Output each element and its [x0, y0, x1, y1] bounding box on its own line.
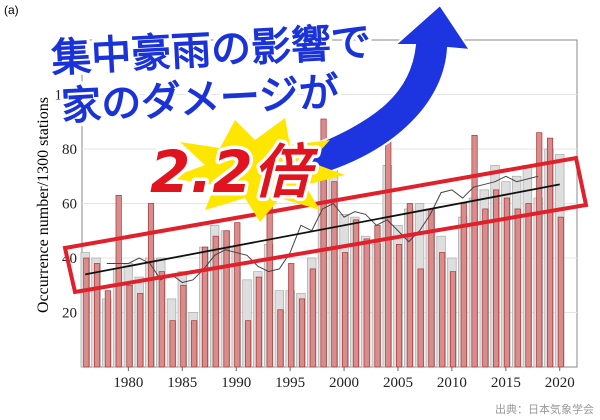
- bar: [417, 268, 424, 368]
- bar: [536, 132, 543, 368]
- bar: [266, 197, 273, 368]
- bar: [482, 208, 489, 368]
- bar: [320, 118, 327, 368]
- panel-label: (a): [4, 3, 19, 17]
- bar: [396, 244, 403, 368]
- bar: [439, 252, 446, 368]
- bar: [245, 320, 252, 368]
- x-tick-label: 2005: [383, 375, 413, 391]
- bar: [331, 181, 338, 368]
- bar: [363, 238, 370, 368]
- bar: [471, 135, 478, 368]
- x-tick-label: 1990: [221, 375, 251, 391]
- bar: [212, 235, 219, 368]
- bar: [514, 208, 521, 368]
- y-tick-label: 60: [62, 197, 77, 213]
- bar: [406, 203, 413, 368]
- starburst: [170, 118, 345, 222]
- bar: [180, 284, 187, 368]
- bar: [546, 137, 554, 368]
- bar: [525, 203, 532, 368]
- bar: [557, 216, 564, 368]
- bar: [352, 219, 359, 368]
- bar: [201, 246, 208, 368]
- x-tick-label: 1980: [113, 375, 143, 391]
- y-tick-label: 80: [62, 142, 77, 158]
- bar: [104, 290, 111, 368]
- highlight-box: [62, 155, 589, 295]
- arrow: [298, 3, 472, 177]
- x-tick-label: 1995: [275, 375, 305, 391]
- trend-line: [85, 183, 560, 276]
- bar: [223, 230, 230, 368]
- bar: [137, 293, 144, 368]
- running-mean-line: [106, 175, 539, 284]
- bar: [374, 224, 381, 368]
- bar: [83, 257, 90, 368]
- bar: [342, 252, 349, 368]
- bar: [126, 284, 133, 368]
- bar: [255, 276, 262, 368]
- ratio: 2.2倍: [150, 138, 319, 206]
- bar: [298, 298, 306, 368]
- y-tick-label: 100: [55, 88, 78, 104]
- y-tick-label: 20: [62, 306, 77, 322]
- x-tick-label: 2010: [437, 375, 467, 391]
- bar: [147, 203, 155, 368]
- bar: [191, 320, 198, 368]
- bar: [277, 309, 284, 368]
- bar: [288, 263, 295, 368]
- bar: [449, 271, 457, 368]
- bar: [169, 320, 176, 368]
- bar: [115, 194, 122, 368]
- bar: [309, 268, 316, 368]
- y-axis-label: Occurrence number/1300 stations: [35, 97, 52, 313]
- x-tick-label: 2015: [491, 375, 521, 391]
- bar: [493, 189, 500, 368]
- x-tick-label: 2020: [545, 375, 575, 391]
- bar: [158, 271, 165, 368]
- source: 出典：日本気象学会: [495, 402, 594, 416]
- x-tick-label: 1985: [167, 375, 197, 391]
- bar: [503, 197, 510, 368]
- bar: [385, 129, 392, 368]
- x-tick-label: 2000: [329, 375, 359, 391]
- bar: [94, 263, 101, 368]
- bar: [234, 222, 241, 368]
